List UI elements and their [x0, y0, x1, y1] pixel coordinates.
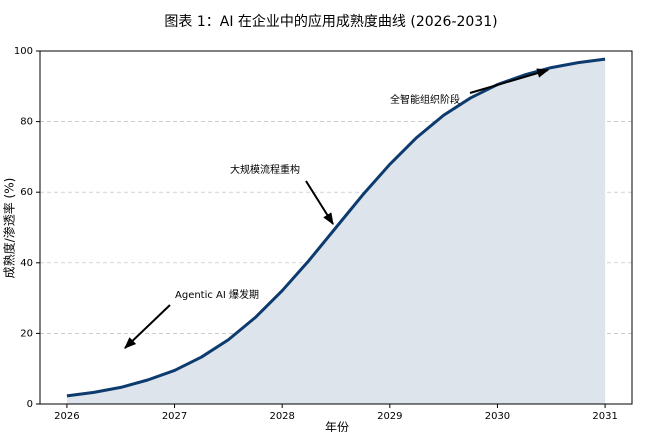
plot-frame	[39, 50, 633, 405]
y-tick-label: 0	[27, 399, 33, 410]
y-tick-label: 40	[20, 258, 33, 269]
y-tick-label: 80	[20, 117, 33, 128]
x-tick-label: 2027	[162, 411, 187, 422]
x-axis-title: 年份	[325, 421, 349, 432]
y-tick-label: 20	[20, 328, 33, 339]
annotation: 全智能组织阶段	[390, 93, 460, 106]
area	[66, 59, 606, 405]
x-tick-label: 2030	[485, 411, 510, 422]
annotation-arrow	[469, 68, 550, 94]
x-tick-label: 2026	[54, 411, 79, 422]
annotation-arrow	[305, 180, 334, 226]
y-tick-label: 60	[20, 187, 33, 198]
annotation: Agentic AI 爆发期	[175, 288, 259, 301]
x-tick-label: 2031	[592, 411, 617, 422]
x-tick-label: 2029	[377, 411, 402, 422]
y-axis-title: 成熟度/渗透率 (%)	[2, 178, 17, 279]
y-tick-label: 100	[14, 46, 33, 57]
annotation-arrow	[124, 304, 171, 349]
chart-title: 图表 1：AI 在企业中的应用成熟度曲线 (2026-2031)	[164, 13, 497, 30]
annotation: 大规模流程重构	[230, 163, 300, 176]
line	[66, 57, 606, 398]
x-tick-label: 2028	[269, 411, 294, 422]
